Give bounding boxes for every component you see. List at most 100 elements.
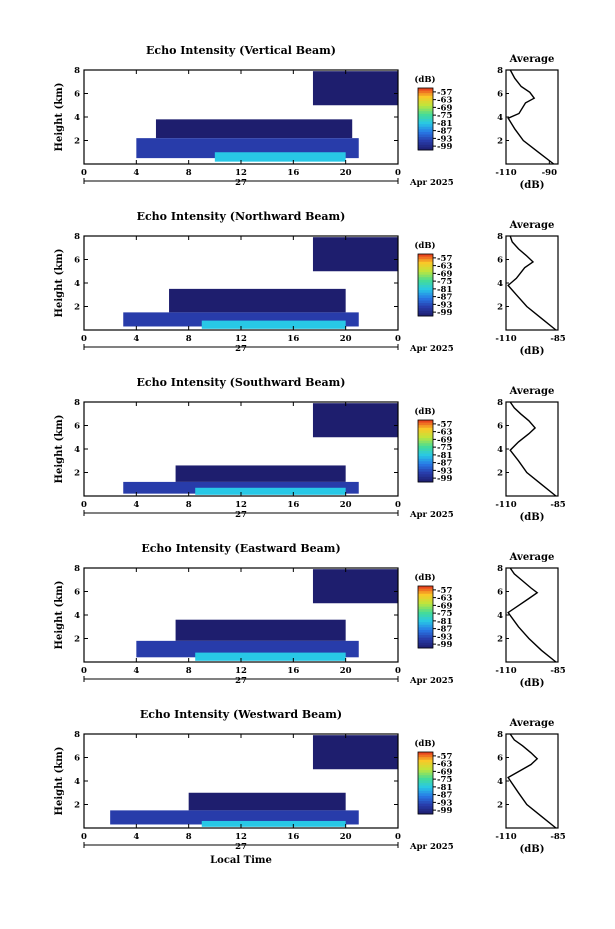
colorbar-unit: (dB) — [414, 74, 435, 85]
echo-region — [175, 619, 346, 641]
colorbar-segment — [418, 619, 433, 623]
colorbar-segment — [418, 764, 433, 768]
month-label: Apr 2025 — [409, 510, 454, 520]
colorbar-segment — [418, 775, 433, 779]
colorbar-segment — [418, 793, 433, 797]
profile-x-tick-label: -90 — [542, 168, 557, 178]
profile-x-tick-label: -110 — [495, 168, 516, 178]
profile-line — [507, 567, 557, 663]
colorbar-tick-label: -63 — [437, 428, 452, 438]
colorbar-segment — [418, 617, 433, 620]
colorbar-segment — [418, 645, 433, 649]
colorbar-segment — [418, 269, 433, 273]
colorbar-segment — [418, 134, 433, 138]
echo-region — [188, 792, 346, 811]
colorbar-segment — [418, 777, 433, 781]
y-tick-label: 6 — [74, 422, 80, 432]
colorbar-segment — [418, 88, 433, 91]
profile-x-tick-label: -85 — [550, 832, 565, 842]
profile-y-tick-label: 6 — [497, 422, 503, 432]
echo-region — [155, 119, 353, 139]
colorbar-frame — [417, 87, 434, 151]
profile-y-tick-label: 8 — [497, 564, 503, 574]
colorbar-tick-label: -99 — [437, 474, 452, 484]
colorbar-tick-label: -75 — [437, 277, 452, 287]
y-axis-label: Height (km) — [54, 249, 65, 318]
colorbar-segment — [418, 458, 433, 462]
echo-region — [312, 71, 398, 106]
x-tick-label: 16 — [287, 666, 299, 676]
colorbar-segment — [418, 448, 433, 452]
colorbar-segment — [418, 479, 433, 483]
colorbar-segment — [418, 806, 433, 810]
colorbar-segment — [418, 90, 433, 94]
colorbar-segment — [418, 476, 433, 480]
colorbar-segment — [418, 466, 433, 470]
y-tick-label: 4 — [74, 113, 80, 123]
colorbar-segment — [418, 142, 433, 146]
x-tick-label: 8 — [186, 832, 192, 842]
colorbar-segment — [418, 305, 433, 309]
colorbar-segment — [418, 290, 433, 294]
colorbar-segment — [418, 803, 433, 807]
colorbar-segment — [418, 427, 433, 431]
colorbar-tick-label: -81 — [437, 285, 452, 295]
colorbar-tick-label: -87 — [437, 293, 452, 303]
colorbar-segment — [418, 425, 433, 429]
colorbar-segment — [418, 762, 433, 766]
profile-y-tick-label: 2 — [497, 137, 503, 147]
profile-frame — [505, 401, 559, 497]
colorbar-segment — [418, 303, 433, 307]
profile-line — [507, 235, 557, 331]
date-label: 27 — [235, 510, 247, 520]
colorbar-tick-label: -75 — [437, 609, 452, 619]
profile-x-tick-label: -85 — [550, 500, 565, 510]
y-tick-label: 6 — [74, 754, 80, 764]
chart-panel: Echo Intensity (Northward Beam) 2 4 6 8 Heigh… — [54, 210, 566, 357]
colorbar-segment — [418, 420, 433, 423]
colorbar-segment — [418, 790, 433, 794]
month-label: Apr 2025 — [409, 842, 454, 852]
colorbar-segment — [418, 453, 433, 457]
date-label: 27 — [235, 178, 247, 188]
x-tick-label: 20 — [340, 832, 352, 842]
x-tick-label: 0 — [81, 334, 87, 344]
colorbar-segment — [418, 611, 433, 615]
colorbar-segment — [418, 131, 433, 135]
colorbar-segment — [418, 254, 433, 257]
y-tick-label: 4 — [74, 611, 80, 621]
x-tick-label: 4 — [133, 168, 139, 178]
colorbar-unit: (dB) — [414, 240, 435, 251]
colorbar-tick-label: -69 — [437, 269, 452, 279]
colorbar-segment — [418, 124, 433, 128]
colorbar-tick-label: -69 — [437, 767, 452, 777]
x-tick-label: 0 — [395, 500, 401, 510]
profile-x-axis-label: (dB) — [520, 844, 545, 855]
colorbar-segment — [418, 606, 433, 610]
colorbar-segment — [418, 108, 433, 112]
profile-title: Average — [509, 718, 555, 729]
colorbar-tick-label: -75 — [437, 111, 452, 121]
colorbar-segment — [418, 759, 433, 763]
colorbar-segment — [418, 463, 433, 467]
colorbar-segment — [418, 285, 433, 288]
colorbar-segment — [418, 770, 433, 774]
colorbar-tick-label: -87 — [437, 791, 452, 801]
x-tick-label: 20 — [340, 334, 352, 344]
colorbar-segment — [418, 432, 433, 436]
chart-panel: Echo Intensity (Westward Beam) 2 4 6 8 Height… — [54, 708, 566, 866]
colorbar-segment — [418, 106, 433, 110]
x-tick-label: 8 — [186, 334, 192, 344]
colorbar-tick-label: -75 — [437, 443, 452, 453]
colorbar-segment — [418, 292, 433, 296]
colorbar-tick-label: -81 — [437, 451, 452, 461]
y-tick-label: 8 — [74, 564, 80, 574]
colorbar-segment — [418, 111, 433, 115]
echo-region — [312, 237, 398, 272]
profile-y-tick-label: 8 — [497, 730, 503, 740]
colorbar-unit: (dB) — [414, 572, 435, 583]
date-label: 27 — [235, 344, 247, 354]
colorbar-segment — [418, 93, 433, 97]
x-tick-label: 20 — [340, 168, 352, 178]
